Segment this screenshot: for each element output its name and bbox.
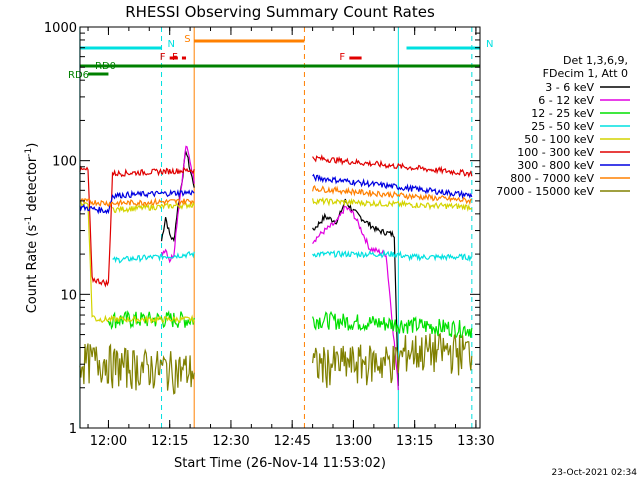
- flag-label-n: N: [168, 39, 175, 50]
- series-25-50-kev: [112, 249, 473, 264]
- x-tick-label: 12:30: [212, 434, 249, 449]
- y-tick-label: 1000: [44, 21, 77, 36]
- series-line-300-800-kev: [312, 173, 473, 200]
- legend-label-50-100-kev: 50 - 100 keV: [524, 133, 594, 146]
- series-line-50-100-kev: [112, 200, 195, 214]
- series-100-300-kev: [79, 153, 473, 288]
- x-tick-label: 12:45: [273, 434, 310, 449]
- legend-label-300-800-kev: 300 - 800 keV: [517, 159, 594, 172]
- x-tick-label: 12:15: [151, 434, 188, 449]
- x-tick-label: 12:00: [90, 434, 127, 449]
- series-line-25-50-kev: [312, 249, 473, 263]
- series-line-50-100-kev: [312, 196, 473, 212]
- legend-label-12-25-kev: 12 - 25 keV: [531, 107, 594, 120]
- series-line-7000-15000-kev: [79, 343, 195, 395]
- series-line-25-50-kev: [112, 250, 195, 264]
- y-tick-label: 100: [52, 155, 77, 170]
- flag-label-f: F: [160, 52, 166, 63]
- legend-label-100-300-kev: 100 - 300 keV: [517, 146, 594, 159]
- x-tick-label: 13:00: [335, 434, 372, 449]
- chart-title: RHESSI Observing Summary Count Rates: [125, 3, 435, 21]
- legend-label-3-6-kev: 3 - 6 keV: [545, 81, 594, 94]
- series-layer: [79, 145, 473, 395]
- flag-label-f: F: [172, 52, 178, 63]
- x-axis-label: Start Time (26-Nov-14 11:53:02): [174, 456, 386, 471]
- series-50-100-kev: [79, 196, 473, 325]
- series-line-100-300-kev: [312, 153, 473, 179]
- series-300-800-kev: [79, 173, 473, 215]
- flag-label-rd6: RD6: [68, 70, 89, 81]
- y-tick-label: 1: [69, 422, 77, 437]
- flag-label-s: S: [184, 34, 190, 45]
- footer-date: 23-Oct-2021 02:34: [552, 468, 638, 478]
- y-tick-label: 10: [60, 288, 77, 303]
- series-line-6-12-kev: [160, 145, 195, 264]
- flag-label-f: F: [339, 52, 345, 63]
- flag-label-rd0: RD0: [95, 61, 116, 72]
- series-3-6-kev: [160, 150, 399, 386]
- x-tick-label: 13:15: [396, 434, 433, 449]
- series-line-3-6-kev: [160, 150, 195, 243]
- series-800-7000-kev: [79, 185, 473, 208]
- series-7000-15000-kev: [79, 332, 473, 395]
- legend-header-line: FDecim 1, Att 0: [543, 67, 628, 80]
- legend-label-7000-15000-kev: 7000 - 15000 keV: [496, 185, 594, 198]
- series-line-800-7000-kev: [79, 197, 195, 208]
- series-line-100-300-kev: [79, 165, 195, 288]
- series-line-300-800-kev: [79, 189, 195, 215]
- legend-label-6-12-kev: 6 - 12 keV: [538, 94, 594, 107]
- series-line-12-25-kev: [312, 310, 473, 339]
- axes-layer: 12:00 12:15 12:30 12:45 13:00 13:15 13:30 1 10 10…: [44, 21, 495, 449]
- series-line-12-25-kev: [107, 310, 195, 331]
- legend-header-line: Det 1,3,6,9,: [563, 54, 628, 67]
- series-line-50-100-kev: [79, 200, 195, 325]
- series-line-3-6-kev: [312, 198, 399, 386]
- legend-label-25-50-kev: 25 - 50 keV: [531, 120, 594, 133]
- x-tick-label: 13:30: [457, 434, 494, 449]
- series-12-25-kev: [107, 310, 473, 339]
- plot-frame: [79, 26, 481, 429]
- y-axis-label: Count Rate (s-1 detector-1): [24, 143, 40, 314]
- series-line-7000-15000-kev: [312, 332, 473, 388]
- series-line-800-7000-kev: [312, 185, 473, 206]
- legend-label-800-7000-kev: 800 - 7000 keV: [510, 172, 594, 185]
- flag-label-n: N: [486, 39, 493, 50]
